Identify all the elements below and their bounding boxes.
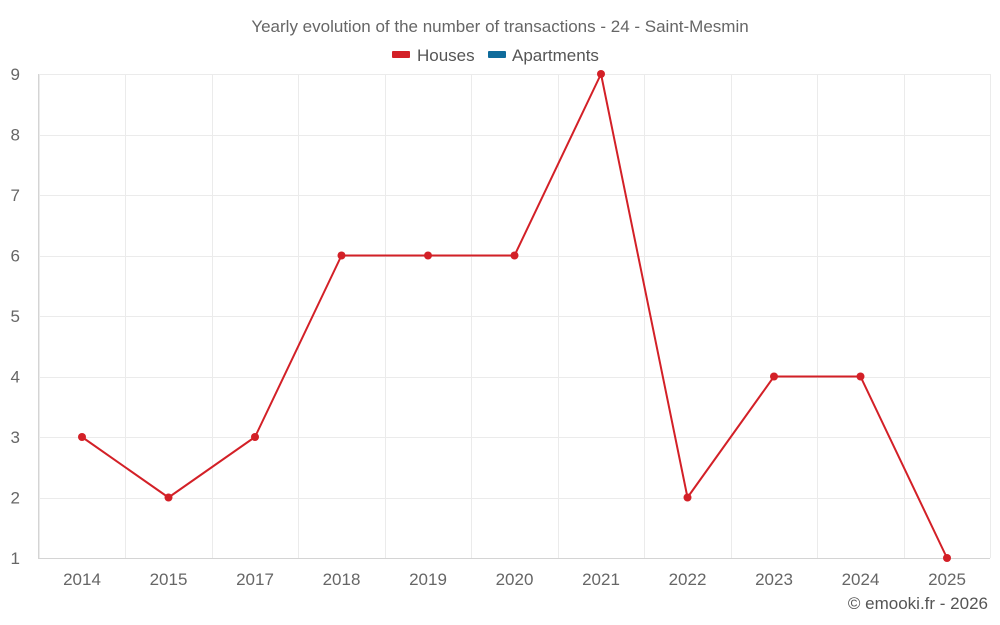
legend-swatch-houses[interactable] [392, 51, 410, 58]
y-tick-label: 2 [11, 489, 20, 508]
series-layer [78, 70, 951, 562]
data-point-houses[interactable] [770, 372, 778, 381]
legend-label-apartments[interactable]: Apartments [512, 46, 599, 65]
y-tick-label: 3 [11, 428, 20, 447]
legend-label-houses[interactable]: Houses [417, 46, 475, 65]
horizontal-grid [38, 74, 990, 559]
chart-credit: © emooki.fr - 2026 [848, 594, 988, 613]
y-tick-label: 5 [11, 307, 20, 326]
y-tick-label: 8 [11, 126, 20, 145]
legend-swatch-apartments[interactable] [488, 51, 506, 58]
chart-axes [38, 74, 990, 559]
y-axis-tick-labels: 1 2 3 4 5 6 7 8 9 [11, 65, 20, 568]
y-tick-label: 6 [11, 247, 20, 266]
x-tick-label: 2021 [582, 570, 620, 589]
y-tick-label: 1 [11, 549, 20, 568]
data-point-houses[interactable] [424, 251, 432, 260]
x-tick-label: 2015 [150, 570, 188, 589]
data-point-houses[interactable] [683, 493, 692, 502]
series-houses [78, 70, 951, 562]
data-point-houses[interactable] [78, 433, 86, 441]
x-tick-label: 2019 [409, 570, 447, 589]
x-tick-label: 2024 [842, 570, 880, 589]
chart-title: Yearly evolution of the number of transa… [251, 17, 748, 36]
x-tick-label: 2017 [236, 570, 274, 589]
x-tick-label: 2014 [63, 570, 101, 589]
x-tick-label: 2025 [928, 570, 966, 589]
data-point-houses[interactable] [597, 70, 605, 78]
x-tick-label: 2020 [496, 570, 534, 589]
data-point-houses[interactable] [337, 251, 346, 260]
data-point-houses[interactable] [943, 554, 951, 562]
data-point-houses[interactable] [510, 251, 519, 260]
chart-legend: Houses Apartments [392, 46, 599, 65]
y-tick-label: 7 [11, 186, 20, 205]
data-point-houses[interactable] [251, 433, 259, 441]
y-tick-label: 4 [11, 368, 20, 387]
data-point-houses[interactable] [856, 372, 865, 381]
y-tick-label: 9 [11, 65, 20, 84]
x-axis-tick-labels: 2014 2015 2017 2018 2019 2020 2021 2022 2023 2024… [63, 570, 966, 589]
x-tick-label: 2018 [323, 570, 361, 589]
x-tick-label: 2022 [669, 570, 707, 589]
x-tick-label: 2023 [755, 570, 793, 589]
data-point-houses[interactable] [164, 493, 173, 502]
